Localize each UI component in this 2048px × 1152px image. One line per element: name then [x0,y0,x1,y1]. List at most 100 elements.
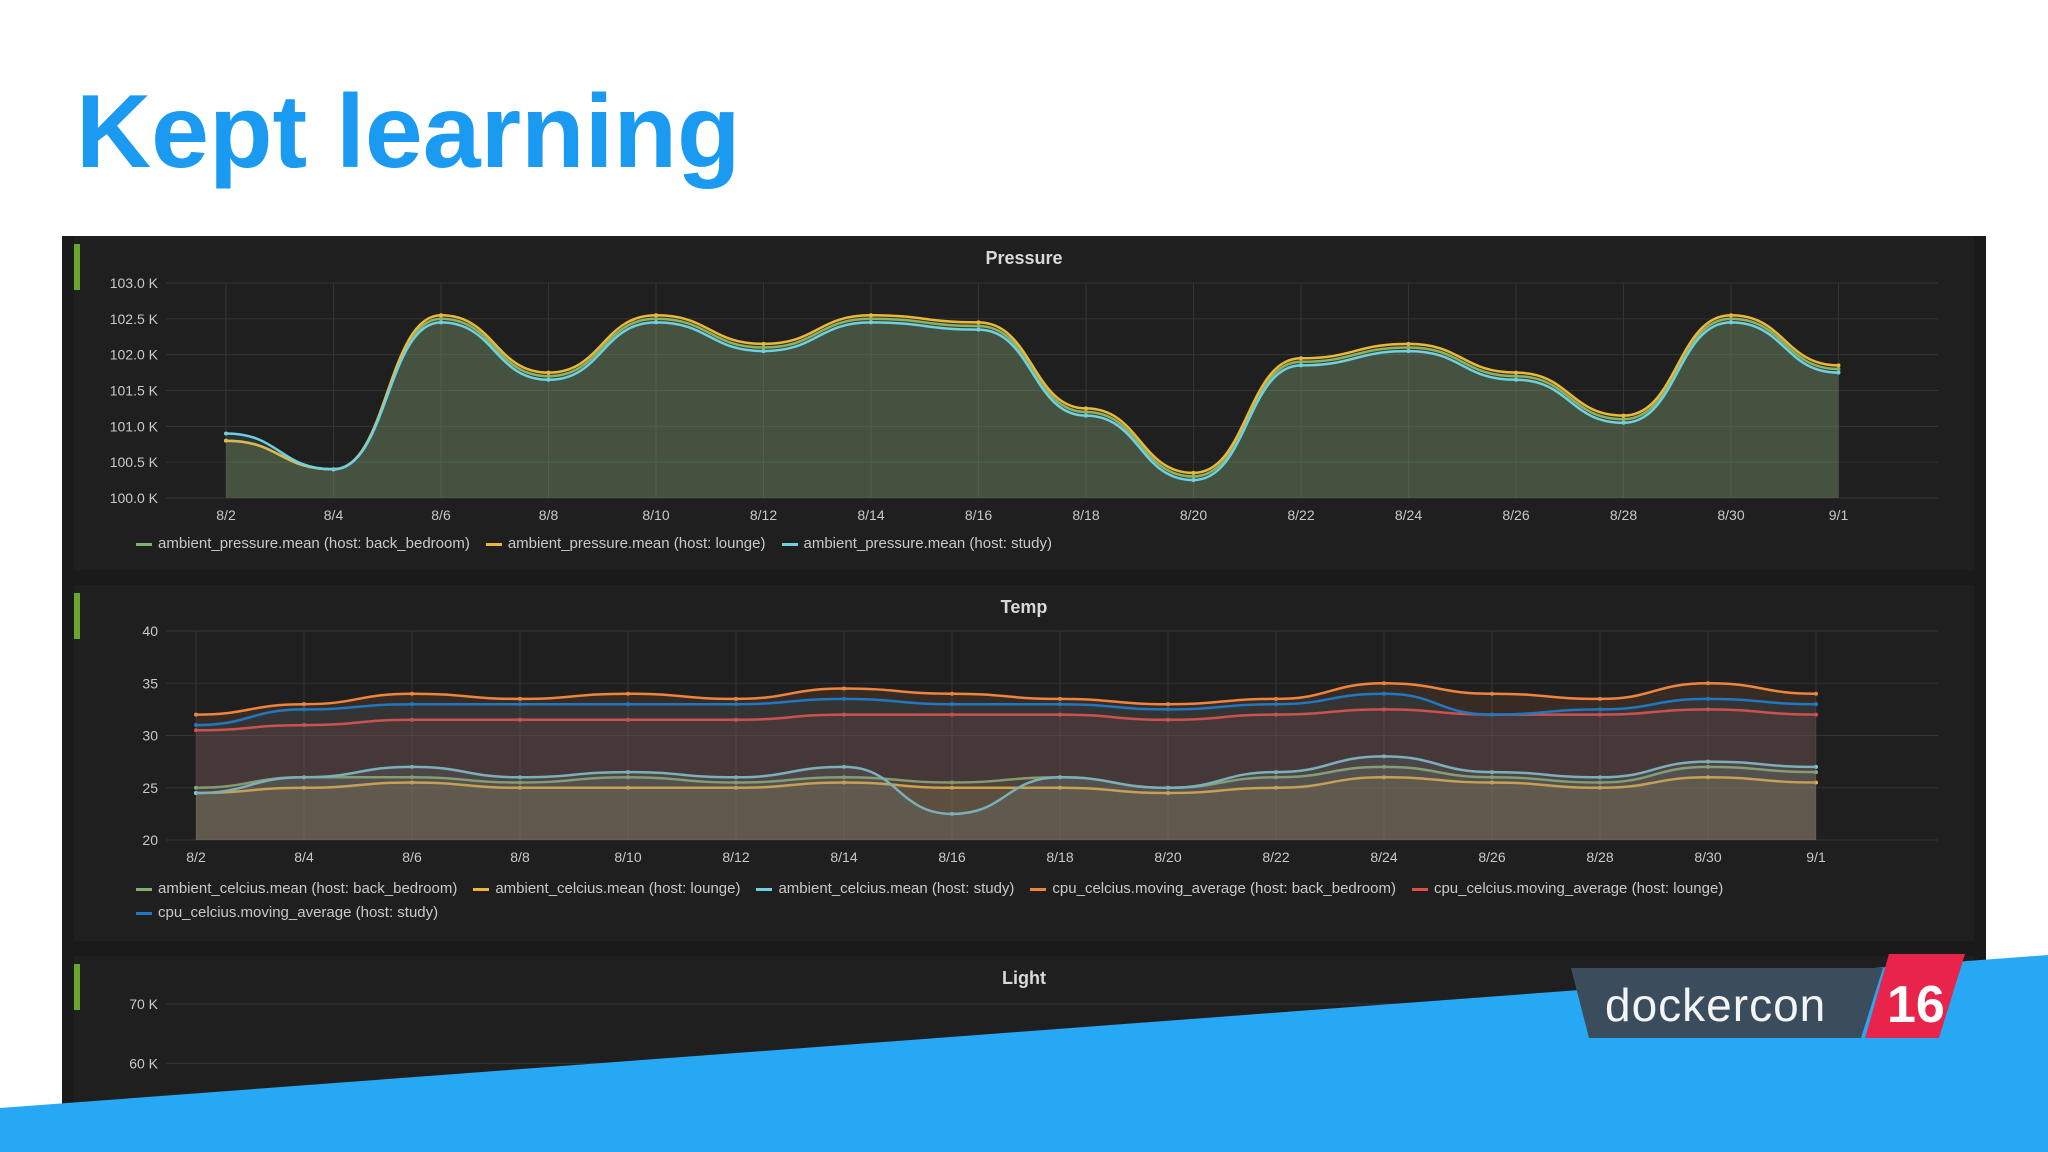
data-point[interactable] [302,723,306,728]
data-point[interactable] [1274,770,1278,775]
data-point[interactable] [546,374,551,379]
data-point[interactable] [1598,780,1602,785]
data-point[interactable] [1706,696,1710,701]
data-point[interactable] [1274,696,1278,701]
data-point[interactable] [1274,712,1278,717]
data-point[interactable] [1814,780,1818,785]
data-point[interactable] [518,702,522,707]
data-point[interactable] [302,785,306,790]
data-point[interactable] [1729,316,1733,321]
data-point[interactable] [1406,345,1411,350]
series-line[interactable] [225,321,1839,482]
data-point[interactable] [842,686,846,691]
data-point[interactable] [1382,775,1386,780]
data-point[interactable] [869,316,873,321]
temp-panel[interactable]: Temp 40 35 30 25 20 8/2 8/4 8/6 8/8 8/10 8/12 8/14 8… [74,585,1974,941]
data-point[interactable] [734,780,738,785]
data-point[interactable] [654,320,658,325]
data-point[interactable] [546,370,551,375]
data-point[interactable] [1621,413,1626,418]
data-point[interactable] [1729,320,1733,325]
data-point[interactable] [734,785,738,790]
series-line[interactable] [195,682,1817,716]
data-point[interactable] [1382,764,1386,769]
data-point[interactable] [1836,363,1841,368]
data-point[interactable] [1706,775,1710,780]
data-point[interactable] [1166,790,1170,795]
data-point[interactable] [1490,691,1494,696]
data-point[interactable] [734,702,738,707]
data-point[interactable] [410,780,414,785]
data-point[interactable] [410,717,414,722]
data-point[interactable] [1299,359,1303,364]
data-point[interactable] [1836,370,1841,375]
data-point[interactable] [842,712,846,717]
data-point[interactable] [950,691,954,696]
data-point[interactable] [1490,775,1494,780]
data-point[interactable] [950,785,954,790]
data-point[interactable] [1166,717,1170,722]
data-point[interactable] [734,775,738,780]
data-point[interactable] [302,775,306,780]
legend-item[interactable]: ambient_celcius.mean (host: back_bedroom… [136,877,457,901]
data-point[interactable] [761,345,766,350]
data-point[interactable] [1706,707,1710,712]
data-point[interactable] [1814,691,1818,696]
data-point[interactable] [869,313,873,318]
data-point[interactable] [734,717,738,722]
series-line[interactable] [225,314,1839,475]
data-point[interactable] [654,313,658,318]
data-point[interactable] [1382,754,1386,759]
data-point[interactable] [626,691,630,696]
data-point[interactable] [302,702,306,707]
data-point[interactable] [1621,420,1626,425]
series-line[interactable] [195,692,1817,727]
series-line[interactable] [195,755,1817,816]
data-point[interactable] [1514,370,1518,375]
data-point[interactable] [1274,775,1278,780]
data-point[interactable] [410,764,414,769]
data-point[interactable] [1598,712,1602,717]
data-point[interactable] [1166,707,1170,712]
data-point[interactable] [1490,780,1494,785]
data-point[interactable] [1166,702,1170,707]
data-point[interactable] [194,728,198,733]
data-point[interactable] [842,775,846,780]
series-line[interactable] [195,765,1817,790]
data-point[interactable] [1084,413,1088,418]
data-point[interactable] [842,780,846,785]
data-point[interactable] [1382,691,1386,696]
data-point[interactable] [1706,764,1710,769]
data-point[interactable] [1382,707,1386,712]
data-point[interactable] [1814,702,1818,707]
data-point[interactable] [439,313,443,318]
data-point[interactable] [626,702,630,707]
data-point[interactable] [1814,712,1818,717]
data-point[interactable] [950,811,954,816]
data-point[interactable] [518,780,522,785]
data-point[interactable] [1299,363,1303,368]
data-point[interactable] [439,320,443,325]
data-point[interactable] [1406,349,1411,354]
data-point[interactable] [1598,775,1602,780]
legend-item[interactable]: ambient_celcius.mean (host: study) [756,877,1014,901]
pressure-panel-title[interactable]: Pressure [985,248,1063,268]
data-point[interactable] [761,349,766,354]
data-point[interactable] [869,320,873,325]
data-point[interactable] [1191,474,1196,479]
data-point[interactable] [626,770,630,775]
legend-item[interactable]: cpu_celcius.moving_average (host: lounge… [1411,877,1723,901]
data-point[interactable] [761,341,766,346]
data-point[interactable] [950,712,954,717]
series-line[interactable] [195,776,1817,795]
data-point[interactable] [950,780,954,785]
data-point[interactable] [734,696,738,701]
data-point[interactable] [1084,410,1088,414]
data-point[interactable] [1382,681,1386,686]
data-point[interactable] [1166,785,1170,790]
data-point[interactable] [194,785,198,790]
data-point[interactable] [410,691,414,696]
data-point[interactable] [976,320,981,325]
data-point[interactable] [626,775,630,780]
data-point[interactable] [1729,313,1733,318]
